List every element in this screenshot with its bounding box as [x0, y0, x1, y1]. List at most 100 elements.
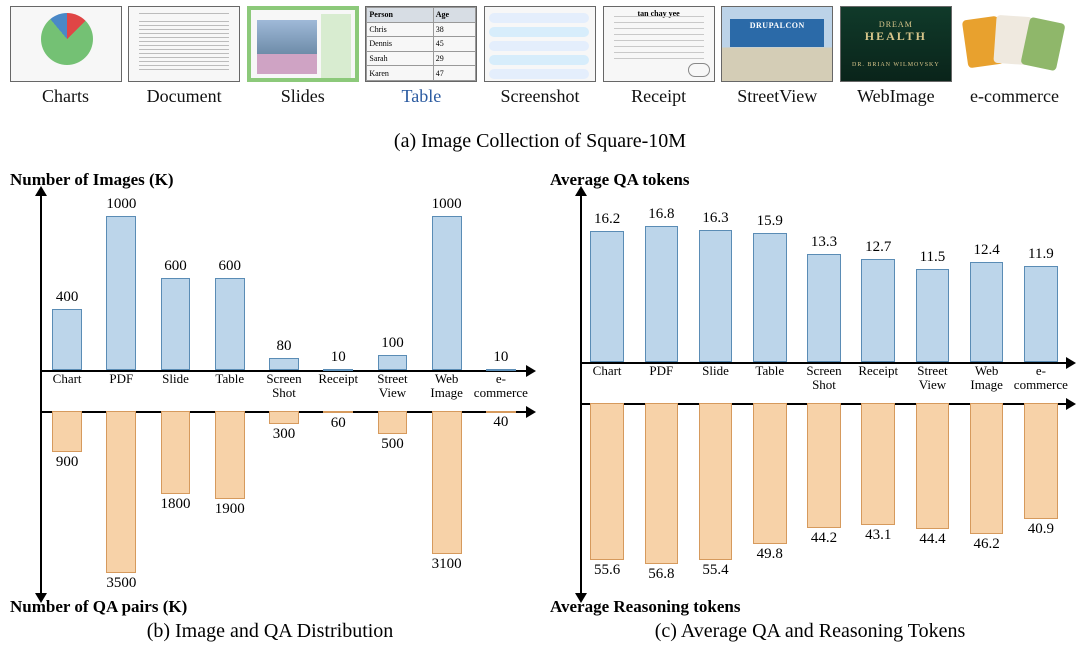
value-label-bottom: 40.9: [1011, 521, 1071, 538]
value-label-top: 16.3: [686, 210, 746, 227]
bar-top: [432, 216, 462, 370]
panel-b: Number of Images (K) 400900Chart10003500…: [6, 164, 534, 643]
bar-top: [215, 278, 245, 371]
thumb-image-slides: [247, 6, 359, 82]
bar-bottom: [269, 411, 299, 425]
thumb-image-screenshot: [484, 6, 596, 82]
thumb-image-webimage: DREAM HEALTH DR. BRIAN WILMOVSKY: [840, 6, 952, 82]
value-label-top: 600: [146, 258, 206, 275]
bar-bottom: [807, 403, 841, 529]
value-label-bottom: 55.4: [686, 562, 746, 579]
bar-bottom: [970, 403, 1004, 534]
row-a-thumbnails: Charts Document Slides PersonAge Chris38…: [8, 6, 1072, 126]
value-label-top: 16.2: [577, 211, 637, 228]
bar-top: [699, 230, 733, 363]
value-label-top: 12.7: [848, 239, 908, 256]
bar-top: [916, 269, 950, 363]
category-label: Receipt: [851, 364, 905, 378]
bar-bottom: [378, 411, 408, 434]
thumb-document: Document: [127, 6, 242, 126]
value-label-top: 80: [254, 338, 314, 355]
category-label: Chart: [580, 364, 634, 378]
value-label-bottom: 56.8: [631, 566, 691, 583]
thumb-label: Charts: [42, 86, 89, 107]
bar-top: [106, 216, 136, 370]
category-label: StreetView: [365, 372, 419, 399]
bar-top: [970, 262, 1004, 363]
bar-top: [861, 259, 895, 362]
bar-top: [269, 358, 299, 370]
bar-bottom: [1024, 403, 1058, 519]
bar-bottom: [753, 403, 787, 544]
value-label-top: 10: [308, 349, 368, 366]
bar-top: [753, 233, 787, 362]
value-label-top: 10: [471, 349, 531, 366]
street-banner: DRUPALCON: [730, 19, 824, 47]
bar-bottom: [215, 411, 245, 499]
value-label-bottom: 60: [308, 415, 368, 432]
category-label: WebImage: [960, 364, 1014, 391]
axis-title-bottom: Number of QA pairs (K): [10, 597, 187, 617]
caption-b: (b) Image and QA Distribution: [6, 620, 534, 643]
category-label: e-commerce: [1014, 364, 1068, 391]
value-label-bottom: 49.8: [740, 546, 800, 563]
thumb-screenshot: Screenshot: [483, 6, 598, 126]
category-label: Slide: [688, 364, 742, 378]
thumb-label: Receipt: [631, 86, 686, 107]
thumb-image-charts: [10, 6, 122, 82]
bar-top: [378, 355, 408, 370]
thumb-image-receipt: tan chay yee: [603, 6, 715, 82]
axis-title-bottom: Average Reasoning tokens: [550, 597, 740, 617]
value-label-top: 600: [200, 258, 260, 275]
category-label: Receipt: [311, 372, 365, 386]
bar-bottom: [161, 411, 191, 495]
thumb-label: Table: [402, 86, 442, 107]
category-label: Table: [743, 364, 797, 378]
value-label-bottom: 1800: [146, 496, 206, 513]
bar-top: [52, 309, 82, 371]
value-label-bottom: 44.4: [902, 531, 962, 548]
bar-top: [807, 254, 841, 362]
bar-bottom: [323, 411, 353, 414]
thumb-image-streetview: DRUPALCON: [721, 6, 833, 82]
category-label: PDF: [94, 372, 148, 386]
thumb-label: e-commerce: [970, 86, 1059, 107]
book-line: DREAM: [879, 20, 913, 29]
book-line: DR. BRIAN WILMOVSKY: [852, 62, 940, 68]
book-line: HEALTH: [865, 29, 927, 44]
value-label-top: 11.9: [1011, 246, 1071, 263]
sample-table: PersonAge Chris38 Dennis45 Sarah29 Karen…: [366, 7, 476, 81]
value-label-bottom: 55.6: [577, 562, 637, 579]
thumb-label: Document: [147, 86, 222, 107]
category-label: Chart: [40, 372, 94, 386]
bar-top: [590, 231, 624, 363]
category-label: ScreenShot: [257, 372, 311, 399]
value-label-top: 15.9: [740, 213, 800, 230]
thumb-image-table: PersonAge Chris38 Dennis45 Sarah29 Karen…: [365, 6, 477, 82]
value-label-bottom: 900: [37, 454, 97, 471]
bar-bottom: [916, 403, 950, 529]
category-label: Slide: [148, 372, 202, 386]
caption-a: (a) Image Collection of Square-10M: [0, 130, 1080, 153]
category-label: e-commerce: [474, 372, 528, 399]
value-label-bottom: 46.2: [957, 536, 1017, 553]
chart-c: 16.255.6Chart16.856.8PDF16.355.4Slide15.…: [580, 194, 1068, 595]
thumb-slides: Slides: [245, 6, 360, 126]
thumb-streetview: DRUPALCON StreetView: [720, 6, 835, 126]
thumb-label: Slides: [281, 86, 325, 107]
value-label-bottom: 300: [254, 426, 314, 443]
bar-bottom: [699, 403, 733, 560]
bar-bottom: [106, 411, 136, 573]
thumb-label: Screenshot: [501, 86, 580, 107]
thumb-label: WebImage: [857, 86, 935, 107]
value-label-top: 13.3: [794, 234, 854, 251]
bar-bottom: [861, 403, 895, 525]
value-label-bottom: 3500: [91, 575, 151, 592]
category-label: ScreenShot: [797, 364, 851, 391]
value-label-top: 12.4: [957, 242, 1017, 259]
thumb-webimage: DREAM HEALTH DR. BRIAN WILMOVSKY WebImag…: [838, 6, 953, 126]
value-label-bottom: 500: [362, 436, 422, 453]
thumb-image-document: [128, 6, 240, 82]
panel-c: Average QA tokens 16.255.6Chart16.856.8P…: [546, 164, 1074, 643]
value-label-top: 11.5: [902, 249, 962, 266]
